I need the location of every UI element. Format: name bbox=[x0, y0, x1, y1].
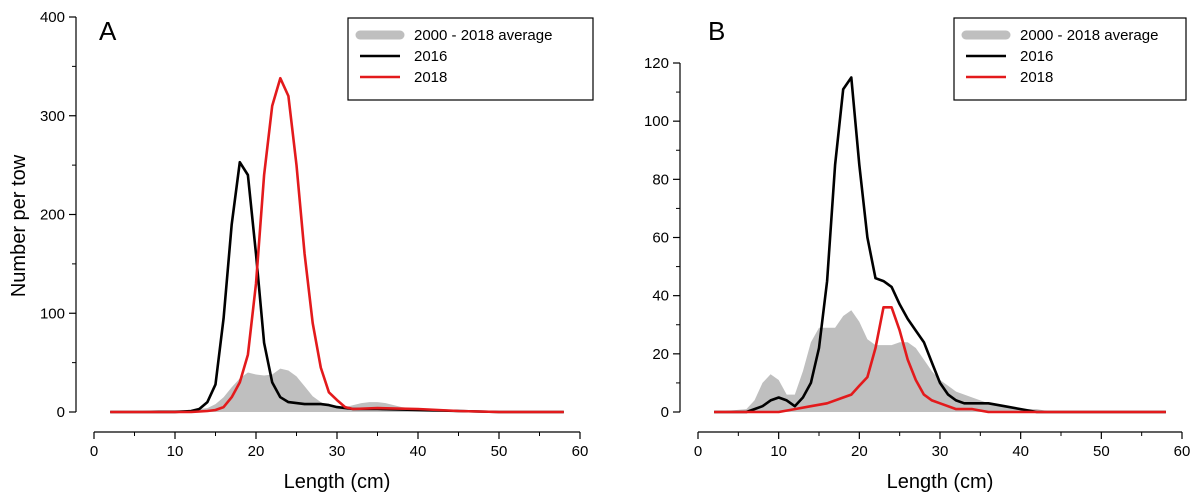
panel-letter: A bbox=[99, 16, 117, 46]
series-2018-line bbox=[110, 76, 564, 414]
legend-label: 2016 bbox=[414, 48, 447, 65]
y-tick-label: 40 bbox=[652, 288, 669, 305]
series-2018-line bbox=[714, 305, 1166, 414]
series-2016-line bbox=[714, 76, 1166, 414]
x-tick-label: 60 bbox=[1174, 443, 1191, 460]
panel-letter: B bbox=[708, 16, 725, 46]
y-tick-label: 100 bbox=[644, 113, 669, 130]
x-tick-label: 40 bbox=[410, 443, 427, 460]
legend-label: 2016 bbox=[1020, 48, 1053, 65]
x-tick-label: 30 bbox=[329, 443, 346, 460]
legend-label: 2000 - 2018 average bbox=[1020, 27, 1158, 44]
y-tick-label: 0 bbox=[57, 404, 65, 421]
legend: 2000 - 2018 average 2016 2018 bbox=[347, 17, 594, 101]
x-tick-label: 20 bbox=[248, 443, 265, 460]
x-tick-label: 60 bbox=[572, 443, 589, 460]
x-tick-label: 20 bbox=[851, 443, 868, 460]
x-tick-label: 0 bbox=[694, 443, 702, 460]
series-2000-2018-average-area bbox=[714, 310, 1166, 412]
y-tick-label: 60 bbox=[652, 230, 669, 247]
legend-label: 2018 bbox=[1020, 69, 1053, 86]
legend: 2000 - 2018 average 2016 2018 bbox=[953, 17, 1187, 101]
x-tick-label: 0 bbox=[90, 443, 98, 460]
x-axis-label: Length (cm) bbox=[284, 471, 391, 493]
y-axis-label: Number per tow bbox=[8, 154, 30, 297]
y-tick-label: 300 bbox=[40, 108, 65, 125]
series-2016-line bbox=[110, 160, 564, 414]
legend-label: 2018 bbox=[414, 69, 447, 86]
x-tick-label: 30 bbox=[932, 443, 949, 460]
x-tick-label: 10 bbox=[770, 443, 787, 460]
y-tick-label: 20 bbox=[652, 346, 669, 363]
chart-panel-b: 0 20 40 60 80 100 120 0 10 20 30 40 50 60 Length (cm) B… bbox=[644, 16, 1190, 493]
y-tick-label: 120 bbox=[644, 55, 669, 72]
x-axis-label: Length (cm) bbox=[887, 471, 994, 493]
series-2000-2018-average-area bbox=[110, 368, 564, 412]
y-tick-label: 0 bbox=[661, 404, 669, 421]
x-tick-label: 50 bbox=[1093, 443, 1110, 460]
y-tick-label: 400 bbox=[40, 9, 65, 26]
y-tick-label: 80 bbox=[652, 171, 669, 188]
y-tick-label: 200 bbox=[40, 207, 65, 224]
x-tick-label: 50 bbox=[491, 443, 508, 460]
y-tick-label: 100 bbox=[40, 305, 65, 322]
x-tick-label: 40 bbox=[1012, 443, 1029, 460]
chart-panel-a: 0 100 200 300 400 0 10 20 30 40 50 60 Length (cm) Num… bbox=[8, 9, 594, 493]
legend-label: 2000 - 2018 average bbox=[414, 27, 552, 44]
x-tick-label: 10 bbox=[167, 443, 184, 460]
